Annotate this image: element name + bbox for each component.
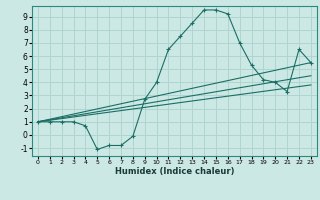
X-axis label: Humidex (Indice chaleur): Humidex (Indice chaleur) xyxy=(115,167,234,176)
